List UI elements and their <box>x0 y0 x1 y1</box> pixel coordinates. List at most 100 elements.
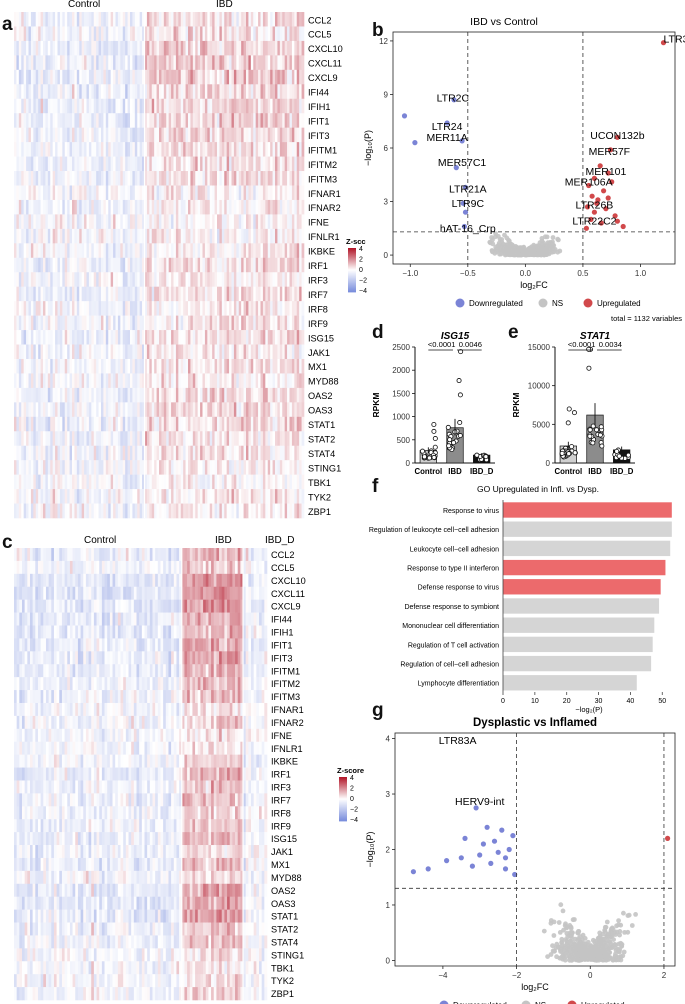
heatmap-cell <box>188 69 191 85</box>
heatmap-cell <box>93 387 97 403</box>
heatmap-cell <box>149 69 153 85</box>
heatmap-cell <box>214 214 218 230</box>
heatmap-cell <box>168 301 172 316</box>
heatmap-cell <box>61 728 65 743</box>
heatmap-cell <box>226 330 230 345</box>
heatmap-cell <box>35 387 39 403</box>
heatmap-cell <box>175 199 179 215</box>
heatmap-cell <box>270 171 273 186</box>
heatmap-cell <box>132 55 136 71</box>
heatmap-cell <box>175 84 179 100</box>
heatmap-cell <box>241 257 244 273</box>
heatmap-cell <box>51 664 55 678</box>
heatmap-cell <box>231 171 235 186</box>
heatmap-cell <box>270 402 273 418</box>
heatmap-cell <box>139 373 143 389</box>
heatmap-cell <box>55 69 58 85</box>
heatmap-cell <box>202 84 206 100</box>
heatmap-cell <box>209 156 213 172</box>
heatmap-cell <box>149 228 153 244</box>
heatmap-cell <box>14 171 17 186</box>
heatmap-cell <box>40 935 44 949</box>
heatmap-cell <box>163 26 167 42</box>
heatmap-cell <box>32 586 36 600</box>
heatmap-cell <box>55 358 58 374</box>
heatmap-cell <box>101 358 104 374</box>
heatmap-cell <box>279 55 283 71</box>
heatmap-cell <box>35 819 39 833</box>
heatmap-cell <box>142 243 145 259</box>
heatmap-cell <box>243 503 247 519</box>
heatmap-cell <box>258 387 261 403</box>
heatmap-cell <box>248 330 252 345</box>
heatmap-cell <box>246 272 249 287</box>
heatmap-cell <box>57 214 61 230</box>
heatmap-cell <box>132 98 136 114</box>
heatmap-cell <box>132 84 136 100</box>
heatmap-cell <box>35 113 39 128</box>
heatmap-cell <box>180 113 184 128</box>
heatmap-cell <box>40 586 44 600</box>
heatmap-cell <box>48 754 52 768</box>
heatmap-cell <box>91 185 95 201</box>
heatmap-cell <box>166 69 169 85</box>
heatmap-cell <box>59 214 63 230</box>
heatmap-cell <box>130 199 133 215</box>
heatmap-cell <box>144 474 148 490</box>
heatmap-cell <box>146 301 150 316</box>
heatmap-cell <box>55 416 58 432</box>
heatmap-cell <box>192 228 196 244</box>
heatmap-cell <box>149 489 153 504</box>
heatmap-cell <box>57 387 61 403</box>
heatmap-cell <box>28 445 32 461</box>
heatmap-cell <box>178 358 182 374</box>
heatmap-cell <box>28 98 32 114</box>
heatmap-cell <box>62 460 66 475</box>
heatmap-cell <box>258 40 261 56</box>
heatmap-cell <box>168 474 172 490</box>
heatmap-cell <box>98 330 102 345</box>
heatmap-cell <box>45 819 49 833</box>
heatmap-cell <box>200 257 203 273</box>
heatmap-cell <box>149 113 153 128</box>
heatmap-cell <box>236 503 240 519</box>
heatmap-cell <box>248 373 252 389</box>
heatmap-cell <box>33 330 37 345</box>
heatmap-cell <box>40 599 44 613</box>
heatmap-cell <box>103 416 107 432</box>
heatmap-cell <box>59 638 63 652</box>
heatmap-cell <box>52 113 56 128</box>
heatmap-cell <box>26 40 29 56</box>
heatmap-cell <box>50 142 53 157</box>
heatmap-cell <box>221 84 225 100</box>
heatmap-cell <box>38 301 41 316</box>
heatmap-cell <box>56 896 60 910</box>
heatmap-cell <box>50 330 53 345</box>
heatmap-cell <box>72 243 75 259</box>
heatmap-cell <box>224 373 227 389</box>
heatmap-cell <box>197 474 201 490</box>
heatmap-cell <box>260 171 264 186</box>
heatmap-cell <box>173 98 177 114</box>
heatmap-cell <box>86 445 90 461</box>
heatmap-cell <box>64 286 68 302</box>
heatmap-cell <box>166 272 169 287</box>
heatmap-cell <box>163 243 167 259</box>
heatmap-cell <box>64 344 68 360</box>
heatmap-cell <box>98 26 102 42</box>
heatmap-cell <box>250 156 254 172</box>
heatmap-cell <box>47 416 51 432</box>
heatmap-cell <box>149 12 153 27</box>
heatmap-cell <box>69 387 73 403</box>
legend-swatch <box>348 254 356 257</box>
heatmap-cell <box>45 431 49 447</box>
heatmap-cell <box>76 127 80 143</box>
heatmap-cell <box>62 214 66 230</box>
heatmap-cell <box>122 416 126 432</box>
heatmap-cell <box>19 845 23 859</box>
heatmap-cell <box>72 185 75 201</box>
heatmap-cell <box>195 402 198 418</box>
heatmap-cell <box>50 171 53 186</box>
heatmap-cell <box>202 402 206 418</box>
heatmap-cell <box>88 171 92 186</box>
